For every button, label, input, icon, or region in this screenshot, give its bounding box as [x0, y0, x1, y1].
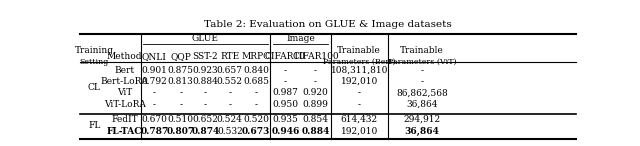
Text: -: - — [228, 100, 231, 109]
Text: -: - — [420, 66, 424, 75]
Text: Setting: Setting — [80, 58, 109, 66]
Text: -: - — [204, 100, 207, 109]
Text: 0.920: 0.920 — [303, 88, 328, 97]
Text: -: - — [153, 88, 156, 97]
Text: 192,010: 192,010 — [340, 77, 378, 86]
Text: Table 2: Evaluation on GLUE & Image datasets: Table 2: Evaluation on GLUE & Image data… — [204, 20, 452, 29]
Text: -: - — [420, 77, 424, 86]
Text: 0.787: 0.787 — [140, 127, 168, 136]
Text: 0.670: 0.670 — [141, 115, 167, 124]
Text: 0.950: 0.950 — [273, 100, 298, 109]
Text: 0.874: 0.874 — [191, 127, 220, 136]
Text: 0.510: 0.510 — [168, 115, 194, 124]
Text: 294,912: 294,912 — [404, 115, 441, 124]
Text: 86,862,568: 86,862,568 — [396, 88, 448, 97]
Text: 192,010: 192,010 — [340, 127, 378, 136]
Text: Bert: Bert — [115, 66, 134, 75]
Text: Parameters (Bert): Parameters (Bert) — [323, 58, 396, 66]
Text: -: - — [179, 100, 182, 109]
Text: ViT-LoRA: ViT-LoRA — [104, 100, 145, 109]
Text: -: - — [358, 100, 361, 109]
Text: 0.524: 0.524 — [217, 115, 243, 124]
Text: -: - — [255, 88, 257, 97]
Text: 0.899: 0.899 — [303, 100, 328, 109]
Text: -: - — [284, 66, 287, 75]
Text: 36,864: 36,864 — [405, 127, 440, 136]
Text: 0.884: 0.884 — [193, 77, 218, 86]
Text: QQP: QQP — [170, 52, 191, 61]
Text: -: - — [228, 88, 231, 97]
Text: -: - — [204, 88, 207, 97]
Text: RTE: RTE — [220, 52, 239, 61]
Text: 0.792: 0.792 — [141, 77, 167, 86]
Text: 0.946: 0.946 — [271, 127, 300, 136]
Text: 0.901: 0.901 — [141, 66, 167, 75]
Text: FL-TAC: FL-TAC — [107, 127, 142, 136]
Text: Image: Image — [286, 34, 315, 43]
Text: 0.884: 0.884 — [301, 127, 330, 136]
Text: GLUE: GLUE — [192, 34, 219, 43]
Text: 108,311,810: 108,311,810 — [331, 66, 388, 75]
Text: CIFAR100: CIFAR100 — [292, 52, 339, 61]
Text: 36,864: 36,864 — [406, 100, 438, 109]
Text: CIFAR10: CIFAR10 — [265, 52, 306, 61]
Text: 614,432: 614,432 — [340, 115, 378, 124]
Text: Training: Training — [75, 46, 114, 55]
Text: 0.657: 0.657 — [217, 66, 243, 75]
Text: CL: CL — [88, 83, 101, 92]
Text: Method: Method — [107, 52, 142, 61]
Text: ViT: ViT — [117, 88, 132, 97]
Text: -: - — [153, 100, 156, 109]
Text: Trainable: Trainable — [337, 46, 381, 55]
Text: 0.685: 0.685 — [243, 77, 269, 86]
Text: 0.854: 0.854 — [303, 115, 328, 124]
Text: -: - — [314, 77, 317, 86]
Text: 0.673: 0.673 — [242, 127, 270, 136]
Text: 0.552: 0.552 — [217, 77, 243, 86]
Text: -: - — [314, 66, 317, 75]
Text: QNLI: QNLI — [142, 52, 167, 61]
Text: 0.935: 0.935 — [273, 115, 298, 124]
Text: FedIT: FedIT — [111, 115, 138, 124]
Text: Parameters (ViT): Parameters (ViT) — [388, 58, 456, 66]
Text: 0.840: 0.840 — [243, 66, 269, 75]
Text: -: - — [358, 88, 361, 97]
Text: -: - — [284, 77, 287, 86]
Text: 0.520: 0.520 — [243, 115, 269, 124]
Text: 0.813: 0.813 — [168, 77, 193, 86]
Text: 0.987: 0.987 — [273, 88, 298, 97]
Text: 0.875: 0.875 — [168, 66, 194, 75]
Text: 0.807: 0.807 — [166, 127, 195, 136]
Text: 0.532: 0.532 — [217, 127, 243, 136]
Text: FL: FL — [88, 121, 100, 130]
Text: MRPC: MRPC — [241, 52, 271, 61]
Text: SST-2: SST-2 — [193, 52, 218, 61]
Text: -: - — [179, 88, 182, 97]
Text: Bert-LoRA: Bert-LoRA — [100, 77, 148, 86]
Text: Trainable: Trainable — [401, 46, 444, 55]
Text: 0.652: 0.652 — [193, 115, 218, 124]
Text: -: - — [255, 100, 257, 109]
Text: 0.923: 0.923 — [193, 66, 218, 75]
